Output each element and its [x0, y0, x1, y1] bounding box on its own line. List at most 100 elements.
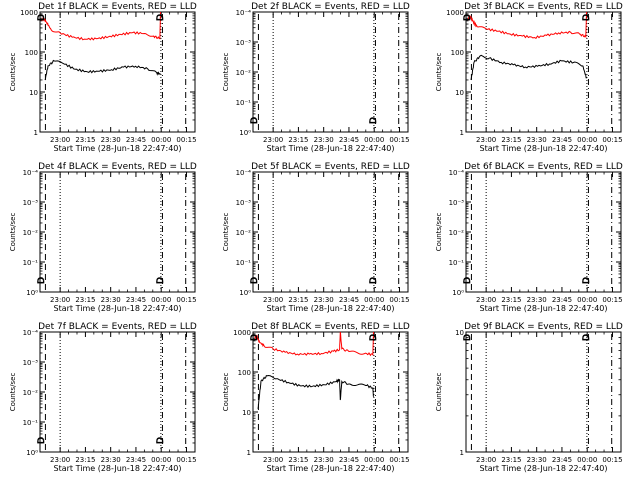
event-marker-label: D — [582, 14, 592, 21]
x-tick-label: 23:00 — [476, 136, 496, 144]
y-tick-label: 1000 — [233, 329, 251, 337]
y-tick-label: 10⁻¹ — [236, 99, 252, 107]
y-axis-label: Counts/sec — [9, 53, 17, 92]
y-tick-label: 10⁻³ — [236, 199, 252, 207]
y-tick-label: 10⁻³ — [236, 39, 252, 47]
x-axis-label: Start Time (28-Jun-18 22:47:40) — [480, 144, 608, 153]
event-marker-label: D — [37, 14, 47, 21]
x-tick-label: 23:45 — [126, 136, 146, 144]
plot-frame — [39, 331, 196, 453]
detector-panel-4: Det 4f BLACK = Events, RED = LLD Counts/s… — [9, 162, 197, 313]
plot-frame — [39, 11, 196, 133]
y-tick-label: 10⁻³ — [23, 359, 39, 367]
panel-title: Det 1f BLACK = Events, RED = LLD — [38, 2, 197, 12]
detector-panel-8: Det 8f BLACK = Events, RED = LLD Counts/s… — [222, 322, 410, 473]
y-tick-label: 10⁻³ — [449, 199, 465, 207]
x-tick-label: 23:30 — [527, 296, 547, 304]
detector-panel-6: Det 6f BLACK = Events, RED = LLD Counts/s… — [435, 162, 623, 313]
y-tick-label: 10⁻¹ — [236, 259, 252, 267]
y-tick-label: 10⁻⁴ — [236, 9, 252, 17]
y-tick-label: 100 — [238, 369, 251, 377]
x-tick-label: 23:45 — [339, 296, 359, 304]
x-tick-label: 00:15 — [602, 296, 622, 304]
event-marker-label: D — [37, 437, 47, 444]
x-axis-label: Start Time (28-Jun-18 22:47:40) — [267, 144, 395, 153]
event-marker-label: D — [463, 277, 473, 284]
y-tick-label: 10⁰ — [452, 289, 464, 297]
event-marker-label: D — [463, 334, 473, 341]
event-marker-label: D — [582, 334, 592, 341]
x-tick-label: 00:15 — [602, 136, 622, 144]
x-tick-label: 23:30 — [101, 296, 121, 304]
y-axis-label: Counts/sec — [222, 213, 230, 252]
event-marker-label: D — [369, 277, 379, 284]
x-axis-label: Start Time (28-Jun-18 22:47:40) — [267, 464, 395, 473]
y-tick-label: 10⁻⁴ — [23, 169, 39, 177]
event-marker-label: D — [250, 334, 260, 341]
x-tick-label: 23:45 — [339, 456, 359, 464]
series-line-events — [257, 374, 374, 409]
event-marker-label: D — [582, 277, 592, 284]
x-tick-label: 23:15 — [75, 456, 95, 464]
x-axis-label: Start Time (28-Jun-18 22:47:40) — [480, 464, 608, 473]
y-tick-label: 100 — [25, 49, 38, 57]
y-tick-label: 10⁻² — [236, 69, 252, 77]
x-tick-label: 23:45 — [552, 456, 572, 464]
x-tick-label: 23:30 — [101, 136, 121, 144]
detector-panel-7: Det 7f BLACK = Events, RED = LLD Counts/s… — [9, 322, 197, 473]
x-tick-label: 23:00 — [50, 136, 70, 144]
panel-title: Det 6f BLACK = Events, RED = LLD — [464, 162, 623, 172]
y-tick-label: 10⁰ — [239, 129, 251, 137]
x-axis-label: Start Time (28-Jun-18 22:47:40) — [480, 304, 608, 313]
series-line-lld — [467, 11, 587, 39]
x-axis-label: Start Time (28-Jun-18 22:47:40) — [54, 304, 182, 313]
y-tick-label: 10⁻⁴ — [449, 169, 465, 177]
x-tick-label: 00:00 — [364, 136, 384, 144]
x-tick-label: 00:00 — [364, 296, 384, 304]
panel-title: Det 2f BLACK = Events, RED = LLD — [251, 2, 410, 12]
x-tick-label: 23:00 — [263, 136, 283, 144]
x-tick-label: 23:15 — [75, 136, 95, 144]
y-axis-label: Counts/sec — [9, 373, 17, 412]
x-tick-label: 23:15 — [501, 136, 521, 144]
event-marker-label: D — [156, 277, 166, 284]
plot-frame — [39, 171, 196, 293]
y-tick-label: 10⁻² — [23, 229, 39, 237]
x-tick-label: 00:00 — [151, 456, 171, 464]
x-axis-label: Start Time (28-Jun-18 22:47:40) — [267, 304, 395, 313]
y-tick-label: 1 — [460, 129, 464, 137]
y-tick-label: 10 — [242, 409, 251, 417]
x-tick-label: 23:30 — [527, 456, 547, 464]
y-tick-label: 10 — [455, 89, 464, 97]
x-axis-label: Start Time (28-Jun-18 22:47:40) — [54, 464, 182, 473]
x-tick-label: 00:15 — [389, 136, 409, 144]
panel-title: Det 3f BLACK = Events, RED = LLD — [464, 2, 623, 12]
x-tick-label: 23:15 — [501, 456, 521, 464]
x-axis-label: Start Time (28-Jun-18 22:47:40) — [54, 144, 182, 153]
x-tick-label: 23:45 — [339, 136, 359, 144]
series-line-lld — [41, 11, 161, 41]
event-marker-label: D — [369, 117, 379, 124]
y-tick-label: 10⁻⁴ — [23, 329, 39, 337]
y-tick-label: 10⁻² — [449, 229, 465, 237]
y-tick-label: 1 — [460, 449, 464, 457]
x-tick-label: 23:30 — [527, 136, 547, 144]
x-tick-label: 23:45 — [126, 296, 146, 304]
x-tick-label: 00:15 — [389, 456, 409, 464]
event-marker-label: D — [37, 277, 47, 284]
y-tick-label: 10⁰ — [26, 449, 38, 457]
y-tick-label: 10 — [29, 89, 38, 97]
y-tick-label: 1000 — [20, 9, 38, 17]
x-tick-label: 23:15 — [75, 296, 95, 304]
x-tick-label: 00:00 — [577, 136, 597, 144]
x-tick-label: 00:15 — [389, 296, 409, 304]
x-tick-label: 23:00 — [50, 456, 70, 464]
panel-title: Det 9f BLACK = Events, RED = LLD — [464, 322, 623, 332]
y-tick-label: 10⁻¹ — [23, 419, 39, 427]
y-axis-label: Counts/sec — [435, 213, 443, 252]
y-tick-label: 10 — [455, 329, 464, 337]
x-tick-label: 23:00 — [263, 296, 283, 304]
y-axis-label: Counts/sec — [222, 373, 230, 412]
y-tick-label: 10⁻³ — [23, 199, 39, 207]
